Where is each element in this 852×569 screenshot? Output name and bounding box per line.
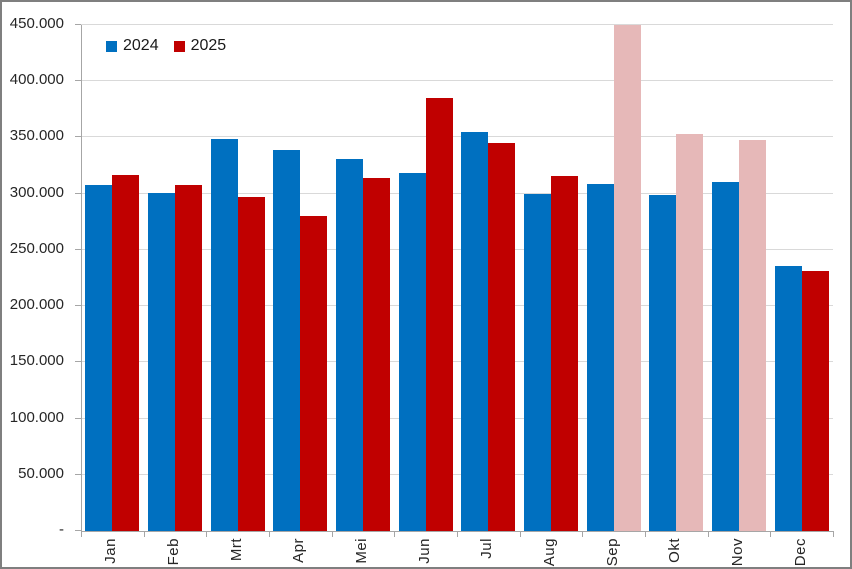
gridline-400.000 [81, 80, 833, 82]
legend-item-2024: 2024 [106, 37, 159, 55]
y-axis-label: 150.000 [9, 352, 64, 370]
x-axis-tick [519, 531, 521, 537]
x-axis-label-Okt: Okt [666, 538, 684, 563]
bar-2025-Sep [613, 25, 641, 531]
y-axis-tick [75, 136, 81, 138]
y-axis-label: 450.000 [9, 15, 64, 32]
x-axis-label-Jan: Jan [102, 538, 120, 564]
legend-label-2024: 2024 [123, 37, 159, 54]
bar-2024-Aug [524, 193, 551, 531]
x-axis-tick [143, 531, 145, 537]
y-axis-label: 300.000 [9, 183, 64, 201]
bar-2024-Sep [586, 183, 614, 531]
bar-2024-Dec [774, 265, 802, 531]
x-axis-tick [582, 531, 584, 537]
y-axis-tick [75, 248, 81, 250]
bar-2025-Okt [676, 134, 704, 531]
y-axis-label: 250.000 [9, 239, 64, 257]
x-axis-label-Feb: Feb [165, 538, 182, 566]
y-axis-tick [75, 473, 81, 475]
legend-swatch-2025 [173, 40, 185, 52]
x-axis-tick [331, 531, 333, 537]
x-axis-label-Jul: Jul [478, 538, 496, 559]
bar-2024-Jul [461, 131, 489, 531]
gridline-200.000 [81, 305, 833, 307]
y-axis-label: 400.000 [9, 71, 64, 89]
x-axis-tick [206, 531, 208, 537]
x-axis-label-Sep: Sep [603, 538, 621, 567]
legend-label-2025: 2025 [190, 37, 227, 54]
y-axis-label: 200.000 [9, 296, 64, 314]
bar-2025-Mrt [237, 197, 265, 531]
bar-2025-Jun [425, 98, 453, 531]
bar-2025-Jul [488, 143, 516, 531]
x-axis-label-Nov: Nov [729, 538, 746, 567]
x-axis-label-Mei: Mei [353, 538, 370, 564]
bar-2025-Feb [175, 184, 202, 531]
y-axis-label: 50.000 [18, 464, 64, 482]
y-axis-line [81, 25, 82, 537]
bar-2025-Mei [363, 177, 390, 531]
y-axis-tick [75, 530, 81, 531]
bar-2024-Mrt [210, 138, 238, 531]
gridline-50.000 [81, 473, 833, 475]
x-axis-tick [394, 531, 396, 537]
x-axis-label-Dec: Dec [791, 538, 809, 567]
x-axis-tick [770, 531, 772, 537]
gridline-350.000 [81, 136, 833, 138]
y-axis-tick [75, 192, 81, 194]
x-axis-tick [81, 531, 82, 537]
gridline-250.000 [81, 248, 833, 250]
bar-2025-Aug [551, 175, 578, 531]
x-axis-label-Apr: Apr [290, 538, 308, 563]
gridline-300.000 [81, 192, 833, 194]
bar-2024-Jun [398, 173, 426, 531]
legend-swatch-2024 [106, 40, 117, 52]
legend-item-2025: 2025 [173, 37, 227, 55]
x-axis-label-Mrt: Mrt [227, 538, 245, 562]
gridline-150.000 [81, 361, 833, 363]
chart-legend: 2024 2025 [106, 37, 226, 55]
y-axis-tick [75, 305, 81, 307]
bar-2024-Jan [85, 184, 113, 531]
bar-2025-Jan [112, 174, 140, 531]
gridline-450.000 [81, 24, 833, 25]
bar-2024-Apr [273, 149, 301, 531]
x-axis-tick [833, 531, 834, 537]
x-axis-tick [269, 531, 270, 537]
y-axis-tick [75, 361, 81, 363]
y-axis-tick [75, 80, 81, 82]
x-axis-tick [645, 531, 646, 537]
bar-2024-Okt [649, 194, 677, 531]
x-axis-tick [457, 531, 458, 537]
y-axis-tick [75, 24, 81, 25]
bar-2024-Mei [336, 158, 363, 531]
gridline-100.000 [81, 417, 833, 419]
y-axis-tick [75, 417, 81, 419]
y-axis-label: 350.000 [9, 127, 64, 145]
bar-2024-Feb [148, 192, 175, 531]
bar-2025-Apr [300, 216, 328, 531]
x-axis-label-Aug: Aug [541, 538, 558, 567]
y-axis-label: - [59, 521, 64, 538]
y-axis-label: 100.000 [9, 408, 64, 426]
bar-2025-Nov [739, 139, 766, 531]
x-axis-label-Jun: Jun [415, 538, 433, 564]
bar-2025-Dec [801, 271, 829, 531]
x-axis-tick [707, 531, 709, 537]
bar-2024-Nov [712, 182, 739, 531]
